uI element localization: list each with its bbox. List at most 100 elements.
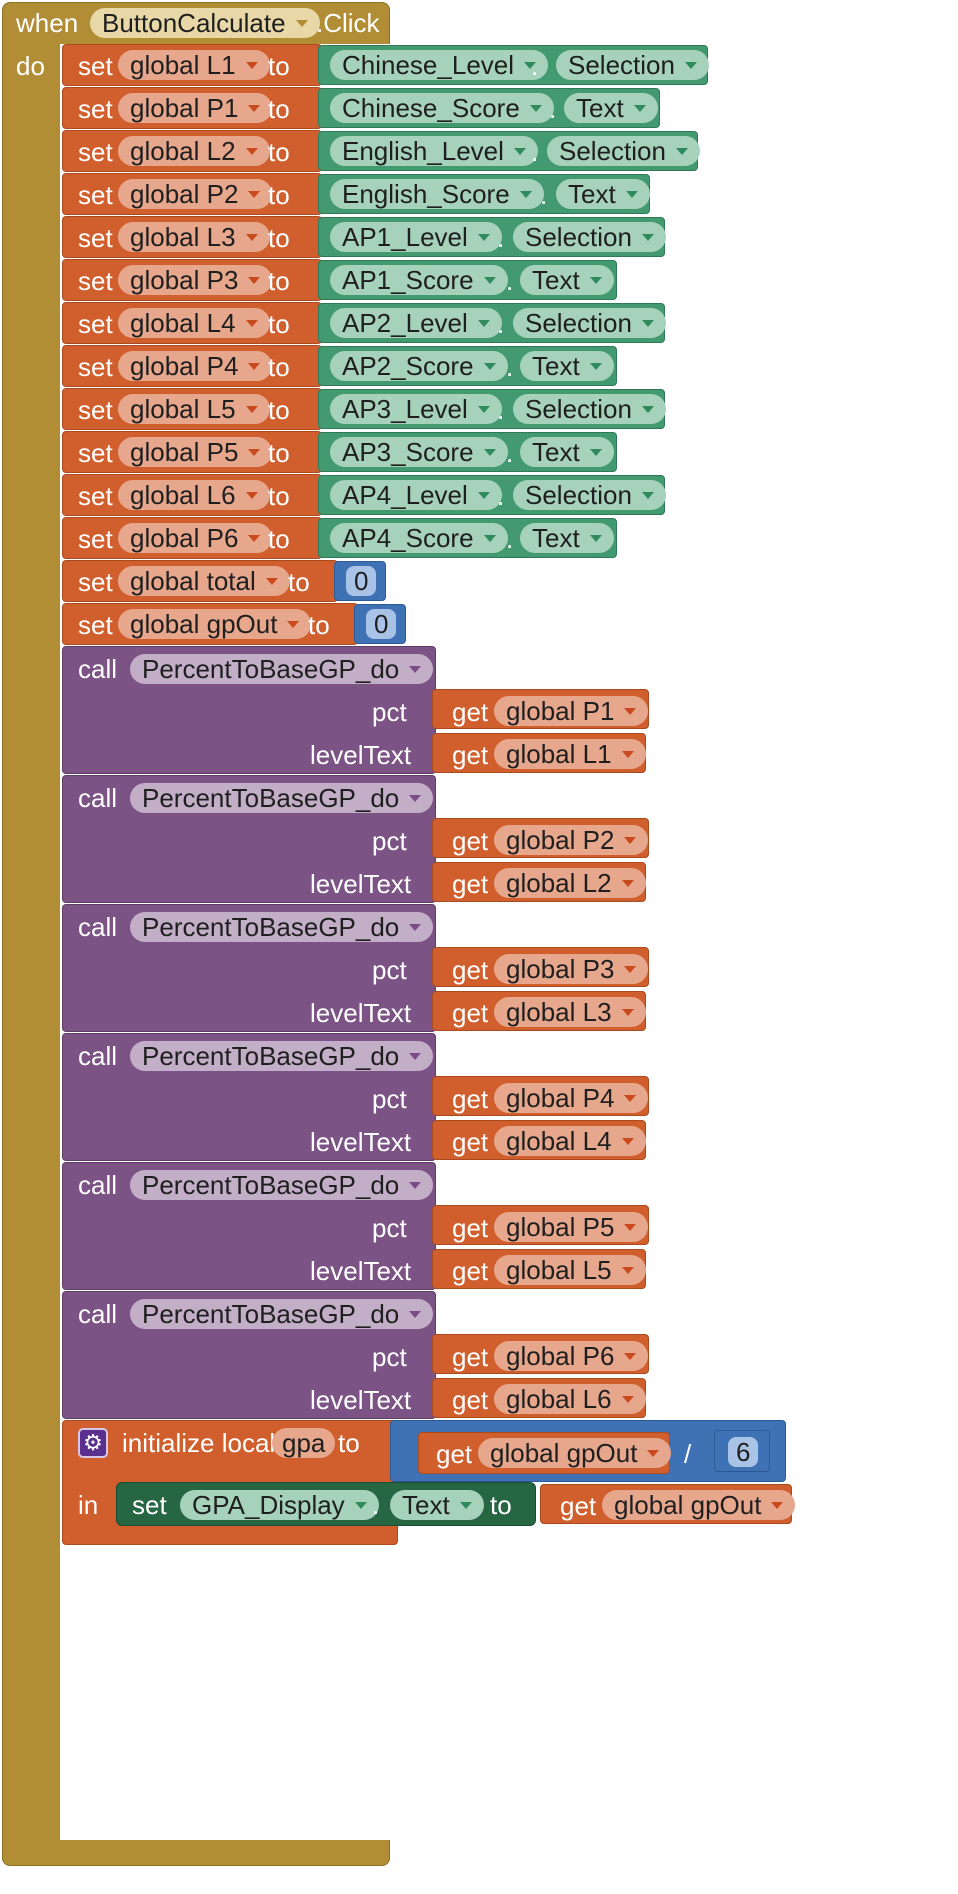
to-keyword: to [268,180,290,210]
set-keyword: set [78,481,113,511]
dot-separator: . [497,223,505,253]
mutator-gear-icon[interactable]: ⚙ [78,1428,108,1458]
number-value[interactable]: 0 [346,566,377,596]
property-dropdown[interactable]: Selection [513,222,666,252]
to-keyword: to [268,524,290,554]
component-dropdown[interactable]: AP1_Level [330,222,502,252]
property-dropdown[interactable]: Text [520,265,614,295]
procedure-dropdown[interactable]: PercentToBaseGP_do [130,1170,434,1200]
variable-dropdown[interactable]: global P3 [118,265,273,295]
set-keyword: set [78,51,113,81]
call-keyword: call [78,783,118,813]
set-keyword: set [78,524,113,554]
property-dropdown[interactable]: Text [520,351,614,381]
variable-dropdown[interactable]: global P3 [494,954,649,984]
variable-dropdown[interactable]: global L2 [118,136,270,166]
dot-separator: . [549,94,557,124]
property-dropdown[interactable]: Selection [513,480,666,510]
event-component-dropdown[interactable]: ButtonCalculate [90,8,320,38]
component-dropdown[interactable]: AP2_Level [330,308,502,338]
variable-dropdown[interactable]: global P2 [494,825,649,855]
variable-dropdown[interactable]: global P4 [118,351,273,381]
component-dropdown[interactable]: AP3_Score [330,437,508,467]
call-keyword: call [78,1170,118,1200]
variable-dropdown[interactable]: global L2 [494,868,646,898]
variable-dropdown[interactable]: global P5 [118,437,273,467]
variable-dropdown[interactable]: global gpOut [118,609,312,639]
component-dropdown[interactable]: English_Score [330,179,544,209]
variable-dropdown[interactable]: global P6 [118,523,273,553]
component-dropdown[interactable]: AP1_Score [330,265,508,295]
to-keyword: to [268,266,290,296]
to-keyword: to [268,51,290,81]
variable-dropdown[interactable]: global P6 [494,1341,649,1371]
component-dropdown[interactable]: AP3_Level [330,394,502,424]
variable-dropdown[interactable]: global L3 [494,997,646,1027]
get-keyword: get [452,1342,489,1372]
pct-argument-label: pct [372,697,407,727]
variable-dropdown[interactable]: global L1 [118,50,270,80]
component-dropdown[interactable]: GPA_Display [180,1490,379,1520]
set-keyword: set [78,266,113,296]
to-keyword: to [288,567,310,597]
get-keyword: get [452,869,489,899]
property-dropdown[interactable]: Text [564,93,658,123]
component-dropdown[interactable]: English_Level [330,136,538,166]
procedure-dropdown[interactable]: PercentToBaseGP_do [130,1041,434,1071]
set-keyword: set [78,395,113,425]
variable-dropdown[interactable]: global P1 [494,696,649,726]
procedure-dropdown[interactable]: PercentToBaseGP_do [130,1299,434,1329]
set-keyword: set [78,309,113,339]
set-keyword: set [78,438,113,468]
number-value[interactable]: 6 [728,1437,759,1467]
property-dropdown[interactable]: Selection [547,136,700,166]
variable-dropdown[interactable]: global L4 [494,1126,646,1156]
component-dropdown[interactable]: AP2_Score [330,351,508,381]
variable-dropdown[interactable]: global P2 [118,179,273,209]
component-dropdown[interactable]: Chinese_Score [330,93,554,123]
pct-argument-label: pct [372,1213,407,1243]
local-variable-name[interactable]: gpa [272,1428,336,1458]
component-dropdown[interactable]: AP4_Score [330,523,508,553]
divide-operator: / [684,1439,692,1469]
property-dropdown[interactable]: Selection [556,50,709,80]
component-dropdown[interactable]: AP4_Level [330,480,502,510]
to-keyword: to [490,1490,512,1520]
dot-separator: . [497,395,505,425]
property-dropdown[interactable]: Text [390,1490,484,1520]
variable-dropdown[interactable]: global gpOut [602,1490,796,1520]
variable-dropdown[interactable]: global L6 [118,480,270,510]
variable-dropdown[interactable]: global P1 [118,93,273,123]
variable-dropdown[interactable]: global P4 [494,1083,649,1113]
dot-separator: . [506,266,514,296]
pct-argument-label: pct [372,955,407,985]
leveltext-argument-label: levelText [310,1256,412,1286]
property-dropdown[interactable]: Selection [513,308,666,338]
get-keyword: get [452,1084,489,1114]
variable-dropdown[interactable]: global L6 [494,1384,646,1414]
variable-dropdown[interactable]: global L1 [494,739,646,769]
variable-dropdown[interactable]: global total [118,566,290,596]
dot-separator: . [497,481,505,511]
get-keyword: get [452,740,489,770]
variable-dropdown[interactable]: global gpOut [478,1438,672,1468]
property-dropdown[interactable]: Text [520,437,614,467]
property-dropdown[interactable]: Selection [513,394,666,424]
procedure-dropdown[interactable]: PercentToBaseGP_do [130,783,434,813]
component-dropdown[interactable]: Chinese_Level [330,50,549,80]
to-keyword: to [338,1428,360,1458]
initialize-local-keyword: initialize local [122,1428,276,1458]
variable-dropdown[interactable]: global L3 [118,222,270,252]
property-dropdown[interactable]: Text [556,179,650,209]
variable-dropdown[interactable]: global L5 [118,394,270,424]
call-keyword: call [78,912,118,942]
procedure-dropdown[interactable]: PercentToBaseGP_do [130,912,434,942]
variable-dropdown[interactable]: global L5 [494,1255,646,1285]
get-keyword: get [436,1439,473,1469]
variable-dropdown[interactable]: global P5 [494,1212,649,1242]
variable-dropdown[interactable]: global L4 [118,308,270,338]
leveltext-argument-label: levelText [310,998,412,1028]
number-value[interactable]: 0 [366,609,397,639]
property-dropdown[interactable]: Text [520,523,614,553]
procedure-dropdown[interactable]: PercentToBaseGP_do [130,654,434,684]
